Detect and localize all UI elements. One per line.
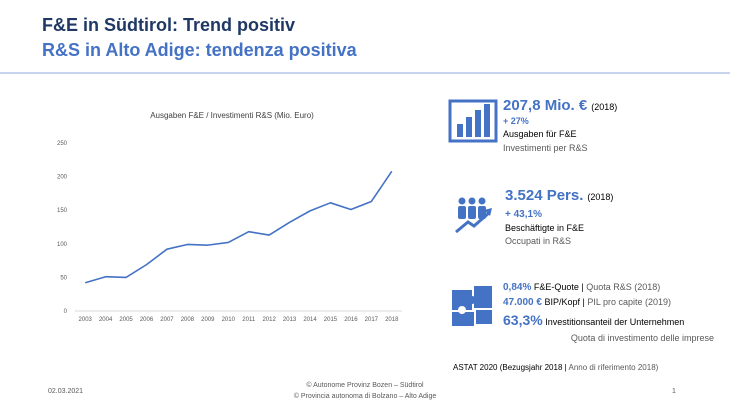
y-tick-label: 250 bbox=[57, 141, 68, 147]
plot: 0 50 100 150 200 250 2003 2004 2005 2006 2007 2008 2… bbox=[57, 141, 402, 323]
footer-line1: © Autonome Provinz Bozen – Südtirol bbox=[306, 381, 424, 389]
x-tick-label: 2010 bbox=[222, 317, 236, 323]
chart-title: Ausgaben F&E / Investimenti R&S (Mio. Eu… bbox=[150, 111, 314, 120]
x-tick-label: 2015 bbox=[324, 317, 338, 323]
source-de: ASTAT 2020 (Bezugsjahr 2018 | bbox=[453, 363, 568, 372]
kpi1-it: Investimenti per R&S bbox=[503, 143, 588, 153]
x-tick-label: 2017 bbox=[365, 317, 379, 323]
slide-subtitle: R&S in Alto Adige: tendenza positiva bbox=[42, 40, 358, 60]
kpi3-it1: Quota R&S (2018) bbox=[586, 282, 660, 292]
x-tick-label: 2012 bbox=[262, 317, 276, 323]
x-tick-label: 2008 bbox=[181, 317, 195, 323]
kpi2-change: + 43,1% bbox=[505, 209, 542, 220]
icon-people bbox=[455, 197, 492, 234]
y-tick-label: 200 bbox=[57, 175, 68, 181]
data-line bbox=[84, 170, 393, 284]
kpi3-line1: 0,84% F&E-Quote | Quota R&S (2018) bbox=[503, 282, 660, 293]
x-tick-label: 2016 bbox=[344, 317, 358, 323]
x-tick-label: 2007 bbox=[160, 317, 174, 323]
kpi2-line: 3.524 Pers. (2018) bbox=[505, 187, 613, 204]
kpi3-line3: 63,3% Investitionsanteil der Unternehmen bbox=[503, 312, 684, 328]
kpi3-de2: BIP/Kopf | bbox=[542, 297, 587, 307]
kpi3-line2: 47.000 € BIP/Kopf | PIL pro capite (2019… bbox=[503, 297, 671, 308]
kpi3-it3: Quota di investimento delle imprese bbox=[571, 333, 714, 343]
footer-page: 1 bbox=[672, 388, 676, 395]
kpi3-de3: Investitionsanteil der Unternehmen bbox=[543, 317, 685, 327]
x-tick-label: 2009 bbox=[201, 317, 215, 323]
x-tick-label: 2013 bbox=[283, 317, 297, 323]
kpi3-it2: PIL pro capite (2019) bbox=[587, 297, 671, 307]
x-tick-label: 2006 bbox=[140, 317, 154, 323]
x-tick-label: 2003 bbox=[79, 317, 93, 323]
source: ASTAT 2020 (Bezugsjahr 2018 | Anno di ri… bbox=[453, 363, 659, 372]
y-tick-label: 100 bbox=[57, 242, 68, 248]
footer-line2: © Provincia autonoma di Bolzano – Alto A… bbox=[294, 392, 437, 400]
x-tick-label: 2004 bbox=[99, 317, 113, 323]
kpi1-de: Ausgaben für F&E bbox=[503, 129, 577, 139]
footer-date: 02.03.2021 bbox=[48, 388, 83, 395]
kpi2-it: Occupati in R&S bbox=[505, 236, 571, 246]
source-it: Anno di riferimento 2018) bbox=[568, 363, 658, 372]
kpi1-year: (2018) bbox=[591, 102, 617, 112]
icon-bars bbox=[448, 99, 498, 143]
x-tick-label: 2014 bbox=[303, 317, 317, 323]
y-tick-label: 0 bbox=[64, 309, 68, 315]
x-tick-label: 2018 bbox=[385, 317, 399, 323]
kpi2-year: (2018) bbox=[587, 192, 613, 202]
slide-title: F&E in Südtirol: Trend positiv bbox=[42, 15, 295, 35]
x-tick-label: 2011 bbox=[242, 317, 256, 323]
y-tick-label: 50 bbox=[60, 275, 67, 281]
kpi1-change: + 27% bbox=[503, 116, 529, 126]
kpi2-value: 3.524 Pers. bbox=[505, 187, 583, 204]
kpi1-line: 207,8 Mio. € (2018) bbox=[503, 97, 617, 114]
kpi1-value: 207,8 Mio. € bbox=[503, 97, 588, 114]
y-tick-label: 150 bbox=[57, 208, 68, 214]
kpi2-de: Beschäftigte in F&E bbox=[505, 223, 584, 233]
icon-puzzle bbox=[452, 286, 492, 326]
kpi3-value2: 47.000 € bbox=[503, 297, 542, 308]
kpi3-value1: 0,84% bbox=[503, 282, 531, 293]
kpi3-de1: F&E-Quote | bbox=[531, 282, 586, 292]
kpi3-value3: 63,3% bbox=[503, 312, 543, 328]
x-tick-label: 2005 bbox=[119, 317, 133, 323]
